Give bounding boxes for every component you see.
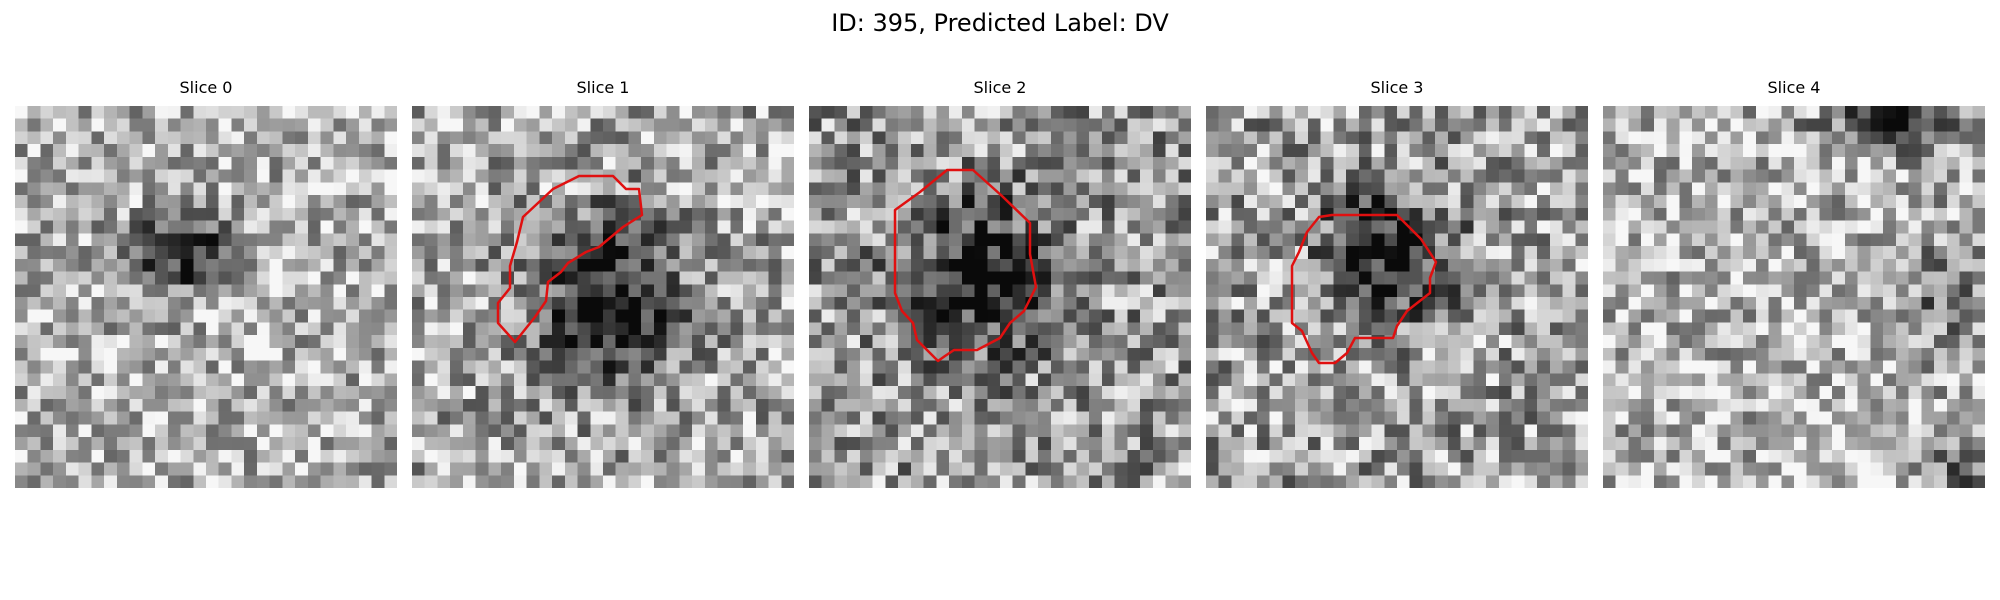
- slice-title: Slice 0: [179, 78, 233, 97]
- slice-title: Slice 3: [1370, 78, 1424, 97]
- slice-image: [809, 106, 1191, 488]
- figure-title: ID: 395, Predicted Label: DV: [831, 9, 1169, 37]
- slice-title: Slice 4: [1767, 78, 1821, 97]
- slice-panel-4: Slice 4: [1603, 78, 1985, 488]
- slice-image: [412, 106, 794, 488]
- slice-panel-1: Slice 1: [412, 78, 794, 488]
- pixel-grid: [1206, 106, 1588, 488]
- pixel-grid: [412, 106, 794, 488]
- pixel-grid: [1603, 106, 1985, 488]
- slice-image: [1206, 106, 1588, 488]
- slice-title: Slice 2: [973, 78, 1027, 97]
- slice-panel-2: Slice 2: [809, 78, 1191, 488]
- slice-title: Slice 1: [576, 78, 630, 97]
- pixel-grid: [15, 106, 397, 488]
- slice-image: [1603, 106, 1985, 488]
- segmentation-contour: [496, 174, 644, 344]
- pixel-grid: [809, 106, 1191, 488]
- slice-panel-3: Slice 3: [1206, 78, 1588, 488]
- slice-image: [15, 106, 397, 488]
- segmentation-contour: [1290, 213, 1438, 365]
- slice-panel-0: Slice 0: [15, 78, 397, 488]
- segmentation-contour: [893, 168, 1038, 363]
